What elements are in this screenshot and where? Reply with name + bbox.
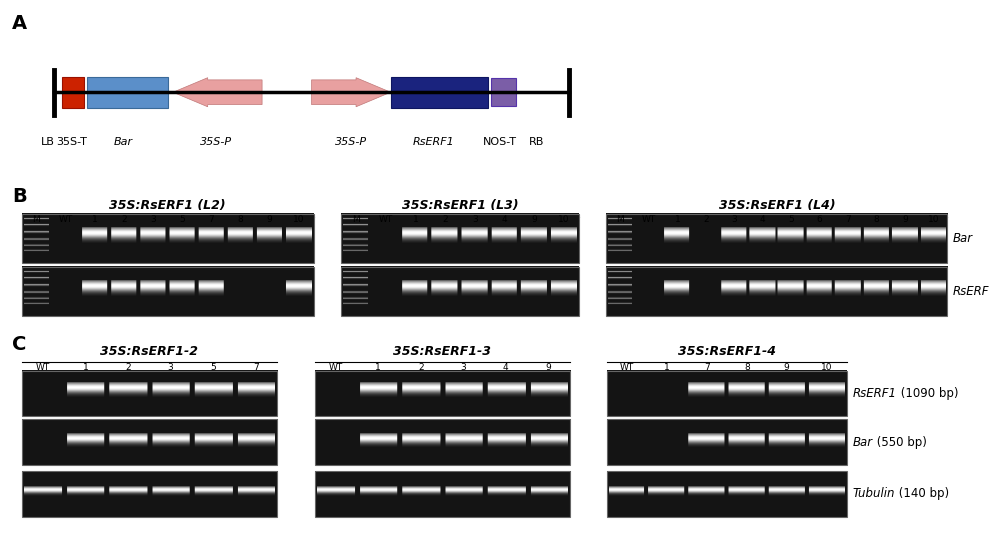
Bar bbox=[22, 214, 314, 263]
Bar bbox=[491, 78, 516, 106]
Text: 9: 9 bbox=[267, 215, 273, 224]
Text: 1: 1 bbox=[376, 363, 381, 372]
Bar bbox=[315, 471, 570, 517]
Bar bbox=[315, 419, 570, 465]
Text: 10: 10 bbox=[928, 215, 939, 224]
Text: RB: RB bbox=[529, 137, 545, 147]
Text: 7: 7 bbox=[253, 363, 258, 372]
Text: 3: 3 bbox=[150, 215, 156, 224]
Bar bbox=[607, 471, 847, 517]
Text: 2: 2 bbox=[418, 363, 423, 372]
Text: RsERF1: RsERF1 bbox=[412, 137, 454, 147]
Text: 9: 9 bbox=[531, 215, 537, 224]
FancyArrow shape bbox=[173, 78, 262, 107]
Text: 2: 2 bbox=[126, 363, 131, 372]
Text: 35S:RsERF1 (L3): 35S:RsERF1 (L3) bbox=[402, 200, 518, 212]
Bar bbox=[607, 371, 847, 416]
Text: 3: 3 bbox=[472, 215, 478, 224]
Text: Bar: Bar bbox=[853, 435, 872, 449]
Text: 35S:RsERF1 (L4): 35S:RsERF1 (L4) bbox=[719, 200, 835, 212]
Text: 1: 1 bbox=[412, 215, 418, 224]
Text: NOS-T: NOS-T bbox=[483, 137, 516, 147]
Text: 9: 9 bbox=[784, 363, 789, 372]
Text: C: C bbox=[12, 335, 27, 354]
Text: 1: 1 bbox=[83, 363, 88, 372]
Text: WT: WT bbox=[620, 363, 634, 372]
Text: Bar: Bar bbox=[952, 231, 972, 245]
Text: 5: 5 bbox=[788, 215, 794, 224]
Bar bbox=[607, 419, 847, 465]
Text: 8: 8 bbox=[873, 215, 879, 224]
Text: M: M bbox=[352, 215, 360, 224]
Text: 10: 10 bbox=[821, 363, 833, 372]
Text: 1: 1 bbox=[92, 215, 98, 224]
Text: WT: WT bbox=[58, 215, 72, 224]
Text: 5: 5 bbox=[211, 363, 216, 372]
Text: 2: 2 bbox=[703, 215, 708, 224]
Text: 10: 10 bbox=[558, 215, 570, 224]
Text: 4: 4 bbox=[760, 215, 765, 224]
Text: 3: 3 bbox=[731, 215, 737, 224]
Text: Tubulin: Tubulin bbox=[853, 487, 895, 500]
Text: RsERF1: RsERF1 bbox=[853, 387, 896, 400]
Bar bbox=[22, 419, 277, 465]
Bar bbox=[341, 267, 579, 316]
Bar bbox=[87, 77, 168, 107]
Text: 7: 7 bbox=[845, 215, 851, 224]
Bar bbox=[606, 267, 947, 316]
Text: 4: 4 bbox=[501, 215, 507, 224]
Text: 8: 8 bbox=[744, 363, 750, 372]
Text: 4: 4 bbox=[503, 363, 508, 372]
Bar bbox=[315, 371, 570, 416]
Text: (1090 bp): (1090 bp) bbox=[896, 387, 958, 400]
Text: 5: 5 bbox=[179, 215, 185, 224]
Text: 35S:RsERF1-4: 35S:RsERF1-4 bbox=[677, 345, 776, 358]
Text: 35S-P: 35S-P bbox=[335, 137, 367, 147]
Bar bbox=[391, 77, 488, 107]
Bar bbox=[606, 214, 947, 263]
Text: 35S:RsERF1-3: 35S:RsERF1-3 bbox=[393, 345, 492, 358]
Text: 35S:RsERF1 (L2): 35S:RsERF1 (L2) bbox=[110, 200, 225, 212]
Text: LB: LB bbox=[41, 137, 54, 147]
Text: 9: 9 bbox=[902, 215, 908, 224]
Text: (550 bp): (550 bp) bbox=[872, 435, 927, 449]
Text: 35S-T: 35S-T bbox=[55, 137, 87, 147]
Text: (140 bp): (140 bp) bbox=[895, 487, 949, 500]
Text: 7: 7 bbox=[704, 363, 710, 372]
Text: 7: 7 bbox=[209, 215, 215, 224]
Text: 9: 9 bbox=[546, 363, 551, 372]
Text: 10: 10 bbox=[293, 215, 305, 224]
Text: RsERF1: RsERF1 bbox=[952, 285, 989, 298]
Text: 1: 1 bbox=[665, 363, 670, 372]
Text: 1: 1 bbox=[674, 215, 680, 224]
Bar bbox=[62, 77, 84, 107]
Bar bbox=[22, 371, 277, 416]
Text: 2: 2 bbox=[121, 215, 127, 224]
Text: 3: 3 bbox=[168, 363, 173, 372]
Text: WT: WT bbox=[36, 363, 50, 372]
Text: 2: 2 bbox=[442, 215, 448, 224]
Text: 8: 8 bbox=[237, 215, 243, 224]
Text: B: B bbox=[12, 187, 27, 206]
Text: A: A bbox=[12, 14, 27, 33]
Text: WT: WT bbox=[379, 215, 393, 224]
Text: M: M bbox=[33, 215, 41, 224]
Text: WT: WT bbox=[328, 363, 343, 372]
FancyArrow shape bbox=[312, 78, 391, 107]
Bar bbox=[22, 471, 277, 517]
Bar bbox=[22, 267, 314, 316]
Text: 35S:RsERF1-2: 35S:RsERF1-2 bbox=[100, 345, 199, 358]
Text: Bar: Bar bbox=[114, 137, 134, 147]
Bar bbox=[341, 214, 579, 263]
Text: M: M bbox=[616, 215, 624, 224]
Text: 6: 6 bbox=[817, 215, 823, 224]
Text: 3: 3 bbox=[461, 363, 466, 372]
Text: WT: WT bbox=[642, 215, 656, 224]
Text: 35S-P: 35S-P bbox=[200, 137, 231, 147]
